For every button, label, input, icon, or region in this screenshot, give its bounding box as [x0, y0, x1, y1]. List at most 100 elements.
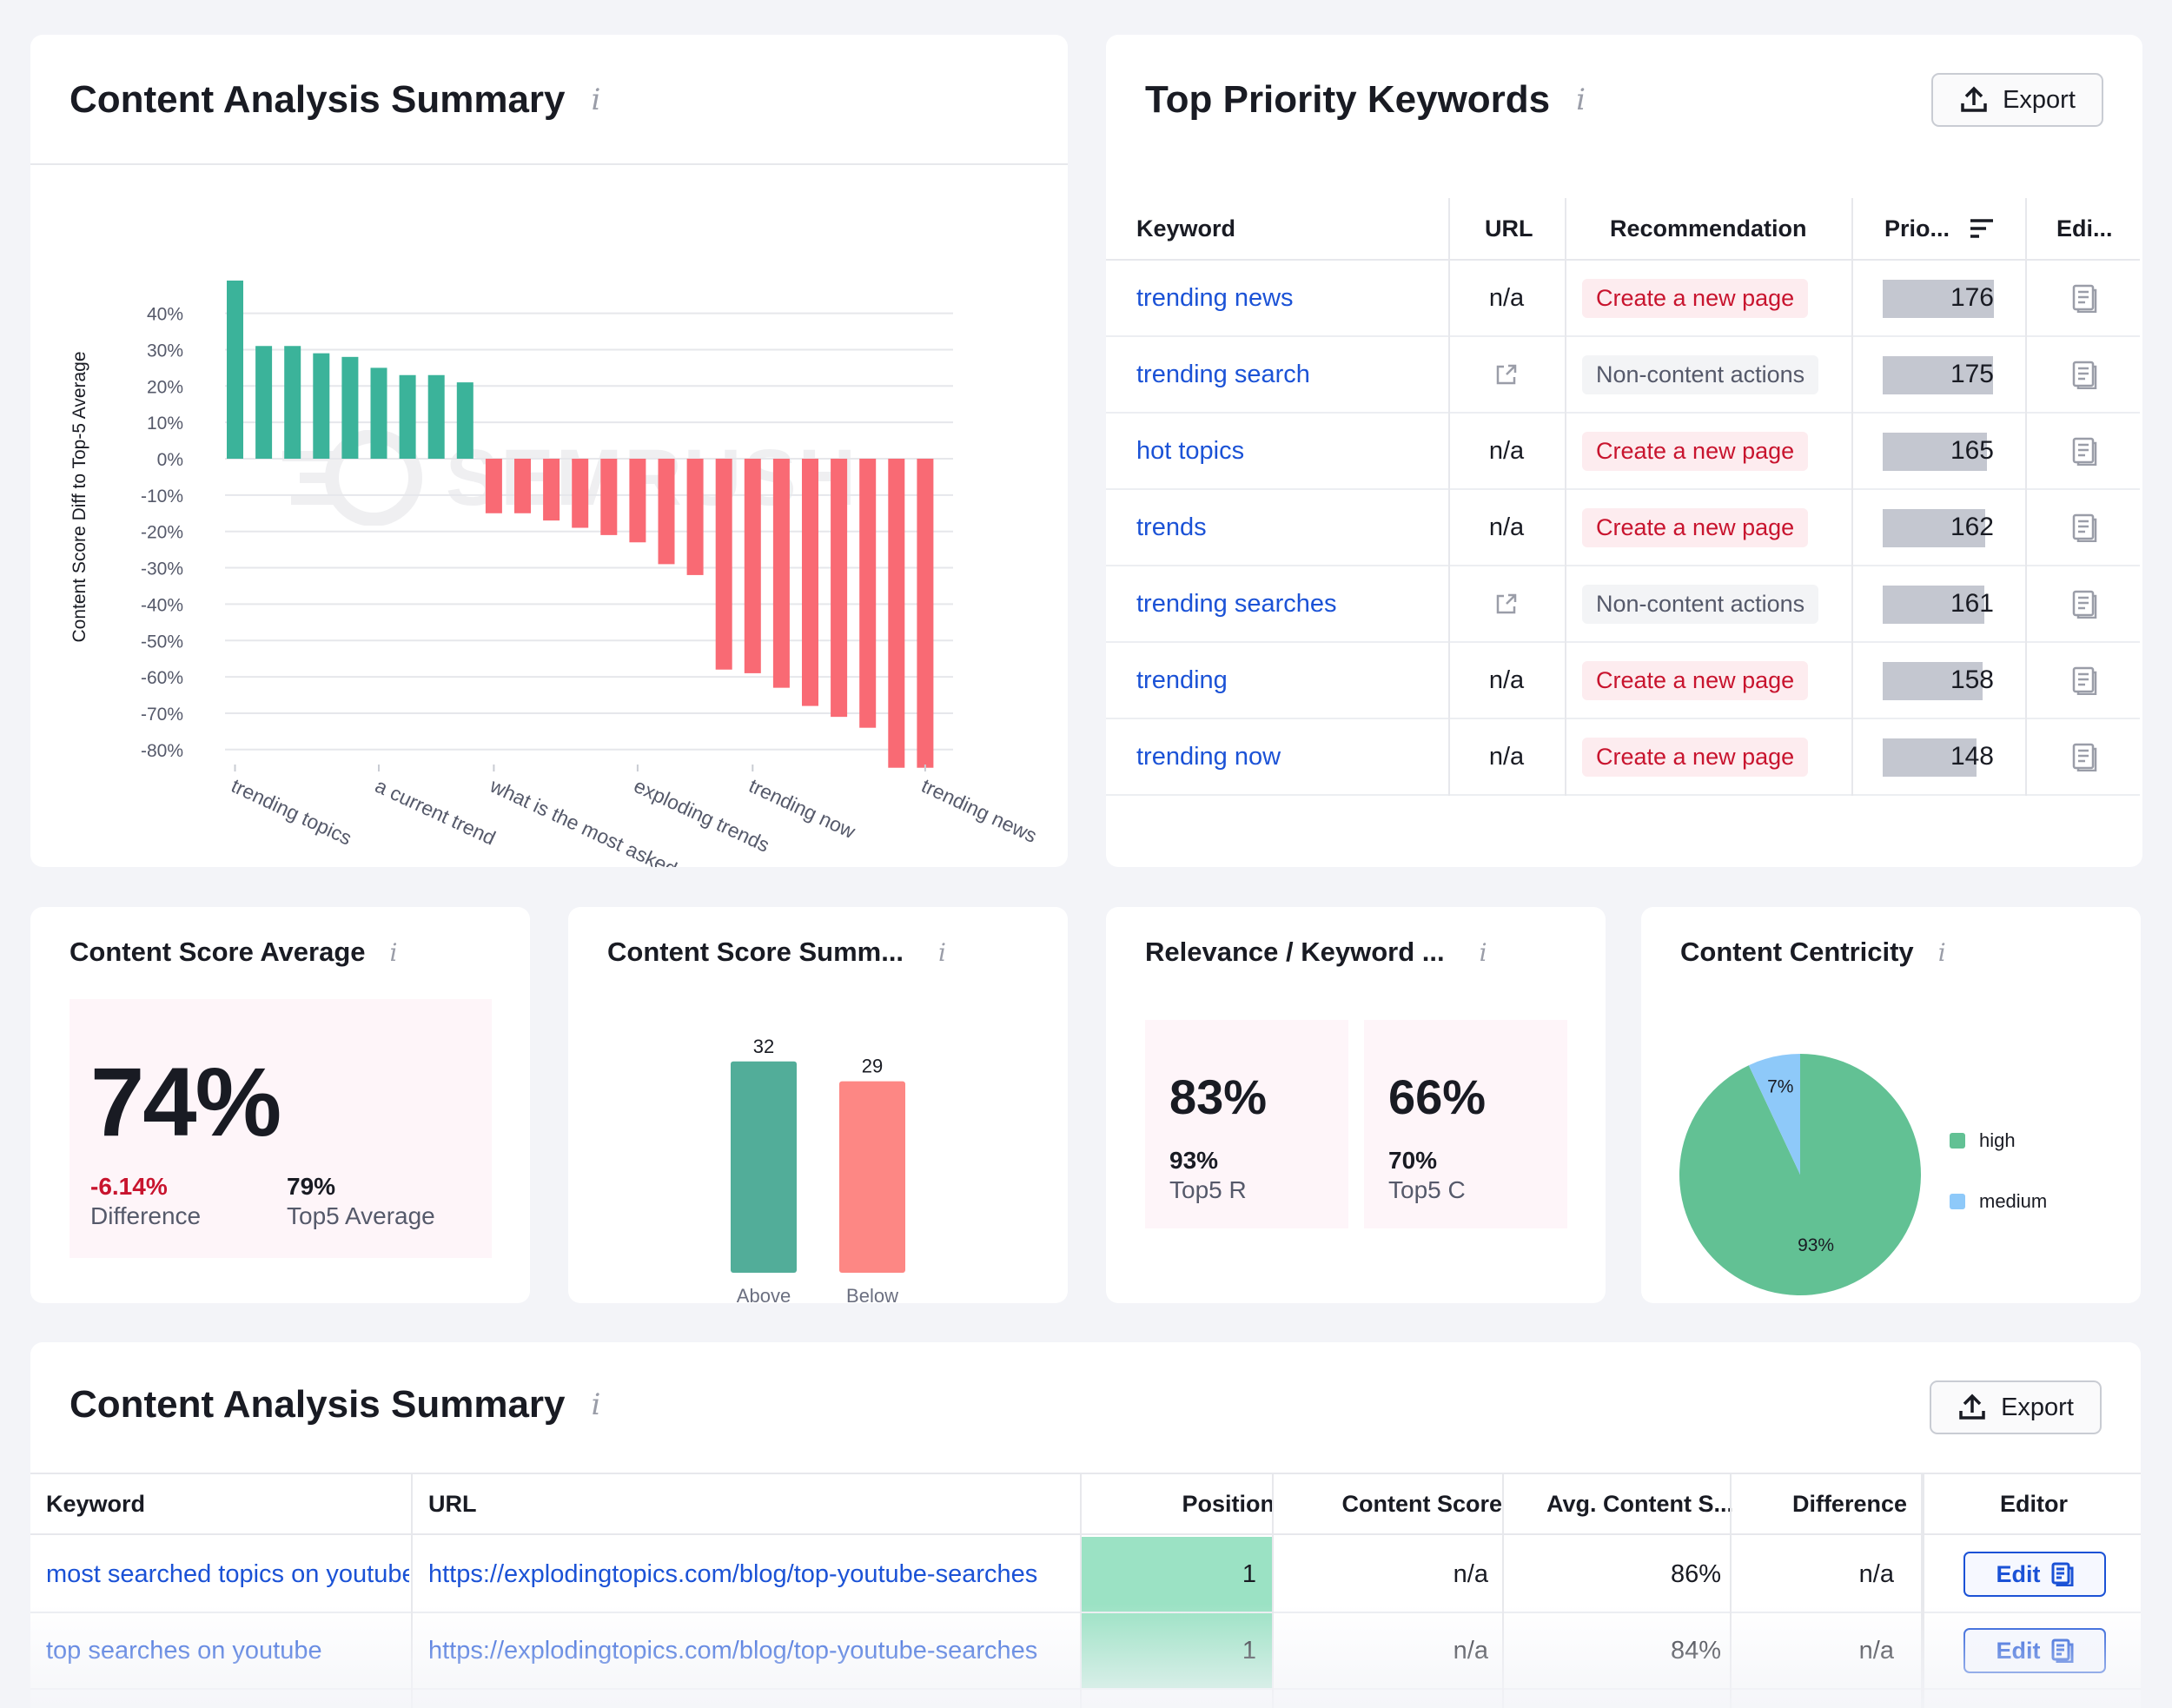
keyword-link[interactable]: trending now [1136, 742, 1281, 771]
above-below-chart: 32 Above 29 Below [731, 1036, 905, 1303]
bar[interactable] [485, 459, 502, 513]
info-icon[interactable]: i [938, 937, 947, 967]
export-button[interactable]: Export [1931, 73, 2103, 127]
bar[interactable] [917, 459, 934, 768]
recommendation-badge[interactable]: Create a new page [1582, 660, 1809, 700]
x-tick-label: trending news [918, 774, 1041, 847]
bar[interactable] [284, 346, 301, 459]
table-row[interactable]: trending searches Non-content actions 161 [1106, 566, 2140, 643]
info-icon[interactable]: i [389, 937, 398, 967]
bar[interactable] [427, 374, 445, 459]
editor-icon[interactable] [2071, 283, 2097, 313]
info-icon[interactable]: i [1937, 937, 1946, 967]
content-centricity-card: Content Centricity i 93% 7% high medium [1641, 907, 2141, 1303]
below-bar[interactable] [839, 1081, 905, 1273]
keyword-link[interactable]: trending search [1136, 360, 1310, 388]
bar[interactable] [572, 459, 589, 528]
sort-icon[interactable] [1969, 218, 1995, 239]
bar[interactable] [456, 382, 473, 459]
editor-icon[interactable] [2071, 589, 2097, 619]
header-recommendation[interactable]: Recommendation [1610, 215, 1807, 242]
bar[interactable] [831, 459, 848, 718]
info-icon[interactable]: i [591, 83, 601, 117]
pie-slice-medium[interactable] [1748, 1054, 1800, 1175]
bar[interactable] [859, 459, 877, 728]
editor-icon[interactable] [2071, 513, 2097, 542]
column-divider [1851, 198, 1853, 796]
keyword-link[interactable]: trends [1136, 513, 1207, 541]
recommendation-badge[interactable]: Create a new page [1582, 507, 1809, 547]
url-link[interactable]: https://explodingtopics.com/blog/top-you… [428, 1559, 1038, 1588]
keyword-link[interactable]: trending [1136, 665, 1228, 694]
table-row[interactable]: trending news n/a Create a new page 176 [1106, 261, 2140, 337]
header-url[interactable]: URL [1485, 215, 1533, 242]
recommendation-badge[interactable]: Create a new page [1582, 278, 1809, 318]
external-link-icon[interactable] [1493, 361, 1520, 387]
keyword-link[interactable]: trending news [1136, 283, 1294, 312]
edit-button[interactable]: Edit [1963, 1628, 2106, 1673]
priority-bar [1883, 662, 1983, 700]
bar[interactable] [543, 459, 560, 521]
url-value: n/a [1488, 283, 1525, 312]
bar[interactable] [399, 374, 416, 459]
recommendation-badge[interactable]: Non-content actions [1582, 584, 1819, 624]
header-position[interactable]: Position [1182, 1490, 1275, 1517]
table-row[interactable]: trends n/a Create a new page 162 [1106, 490, 2140, 566]
position-cell: 1 [1082, 1613, 1272, 1688]
bar[interactable] [658, 459, 675, 565]
editor-icon[interactable] [2071, 360, 2097, 389]
bar[interactable] [888, 459, 905, 768]
bar[interactable] [227, 280, 243, 459]
bar[interactable] [255, 346, 273, 459]
keyword-link[interactable]: hot topics [1136, 436, 1245, 465]
external-link-icon[interactable] [1493, 591, 1520, 617]
edit-button[interactable]: Edit [1963, 1552, 2106, 1597]
info-icon[interactable]: i [1576, 83, 1586, 117]
bar[interactable] [514, 459, 531, 513]
header-difference[interactable]: Difference [1791, 1490, 1907, 1517]
recommendation-badge[interactable]: Non-content actions [1582, 354, 1819, 394]
bar[interactable] [370, 367, 387, 459]
header-url[interactable]: URL [428, 1490, 477, 1517]
bar[interactable] [686, 459, 704, 575]
keyword-link[interactable]: trending searches [1136, 589, 1337, 618]
header-keyword[interactable]: Keyword [46, 1490, 146, 1517]
export-button[interactable]: Export [1930, 1380, 2102, 1434]
editor-icon[interactable] [2071, 665, 2097, 695]
keyword-link[interactable]: top searches on youtube [46, 1636, 322, 1665]
header-priority[interactable]: Prio... [1884, 198, 1995, 259]
difference-label: Difference [90, 1202, 202, 1229]
bar[interactable] [341, 356, 359, 459]
pie-slice-label: 93% [1798, 1235, 1834, 1255]
info-icon[interactable]: i [591, 1387, 601, 1422]
y-tick-label: -80% [141, 741, 183, 761]
bar[interactable] [715, 459, 732, 670]
editor-icon[interactable] [2071, 436, 2097, 466]
editor-icon[interactable] [2071, 742, 2097, 771]
bar[interactable] [802, 459, 818, 706]
header-editor[interactable]: Editor [2000, 1490, 2068, 1517]
info-icon[interactable]: i [1479, 937, 1487, 967]
header-keyword[interactable]: Keyword [1136, 215, 1236, 242]
table-row[interactable]: trending n/a Create a new page 158 [1106, 643, 2140, 719]
header-editor[interactable]: Edi... [2056, 215, 2113, 242]
table-row[interactable]: top searches on youtube https://exploding… [30, 1613, 2141, 1690]
bar[interactable] [600, 459, 618, 535]
recommendation-badge[interactable]: Create a new page [1582, 431, 1809, 471]
above-bar[interactable] [731, 1061, 797, 1273]
table-row[interactable]: most searched topics on youtube https://e… [30, 1537, 2141, 1613]
bar[interactable] [744, 459, 761, 673]
header-avg-content-score[interactable]: Avg. Content S... [1546, 1490, 1733, 1517]
recommendation-badge[interactable]: Create a new page [1582, 737, 1809, 777]
bar[interactable] [629, 459, 646, 543]
table-row[interactable]: hot topics n/a Create a new page 165 [1106, 414, 2140, 490]
url-link[interactable]: https://explodingtopics.com/blog/top-you… [428, 1636, 1038, 1665]
relevance-top5-label: Top5 R [1169, 1176, 1247, 1203]
header-content-score[interactable]: Content Score [1341, 1490, 1502, 1517]
table-row[interactable]: trending search Non-content actions 175 [1106, 337, 2140, 414]
bar-value-label: 29 [862, 1056, 883, 1077]
bar[interactable] [772, 459, 790, 688]
table-row[interactable]: trending now n/a Create a new page 148 [1106, 719, 2140, 796]
keyword-link[interactable]: most searched topics on youtube [46, 1559, 409, 1588]
bar[interactable] [313, 353, 330, 459]
